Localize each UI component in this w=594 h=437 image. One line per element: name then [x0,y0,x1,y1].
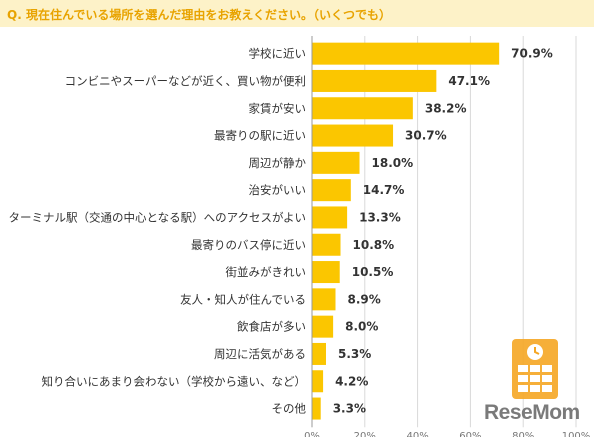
category-label: 最寄りのバス停に近い [191,238,306,252]
bar [312,124,394,147]
bar [312,151,360,174]
chart-title: Q. 現在住んでいる場所を選んだ理由をお教えください。（いくつでも） [7,8,391,22]
category-label: その他 [272,402,307,416]
category-label: コンビニやスーパーなどが近く、買い物が便利 [65,74,306,88]
bar [312,261,340,284]
bar [312,97,413,120]
category-label: ターミナル駅（交通の中心となる駅）へのアクセスがよい [8,210,306,224]
value-label: 30.7% [405,129,447,143]
category-label: 家賃が安い [249,101,307,115]
resemom-watermark: ReseMom [484,339,580,425]
x-tick-label: 60% [459,431,481,437]
value-label: 70.9% [511,47,553,61]
bar [312,288,336,311]
value-label: 8.0% [345,320,378,334]
bar [312,206,348,229]
value-label: 13.3% [359,210,401,224]
category-label: 知り合いにあまり会わない（学校から遠い、など） [42,374,307,388]
x-tick-label: 40% [406,431,428,437]
bar [312,370,324,393]
value-label: 5.3% [338,347,371,361]
category-label: 周辺に活気がある [214,347,306,361]
value-label: 47.1% [448,74,490,88]
category-label: 周辺が静か [249,156,307,170]
category-label: 最寄りの駅に近い [214,129,306,143]
value-label: 10.8% [353,238,395,252]
x-tick-label: 20% [354,431,376,437]
value-label: 4.2% [335,374,368,388]
category-label: 街並みがきれい [226,265,307,279]
bar [312,179,351,202]
bar [312,397,321,420]
x-tick-label: 100% [562,431,591,437]
x-tick-label: 0% [304,431,320,437]
watermark-text: ReseMom [484,401,580,424]
value-label: 14.7% [363,183,405,197]
calendar-grid-logo-icon [512,339,558,399]
bar [312,42,500,65]
value-label: 38.2% [425,101,467,115]
bar [312,342,326,365]
title-bar: Q. 現在住んでいる場所を選んだ理由をお教えください。（いくつでも） [0,0,594,27]
value-label: 10.5% [352,265,394,279]
bar [312,69,437,92]
category-label: 友人・知人が住んでいる [180,292,306,306]
value-label: 3.3% [333,402,366,416]
category-label: 学校に近い [249,47,307,61]
bar [312,315,334,338]
value-label: 8.9% [347,292,380,306]
x-tick-label: 80% [512,431,534,437]
value-label: 18.0% [372,156,414,170]
bar [312,233,341,256]
category-label: 治安がいい [249,183,307,197]
category-label: 飲食店が多い [237,320,306,334]
